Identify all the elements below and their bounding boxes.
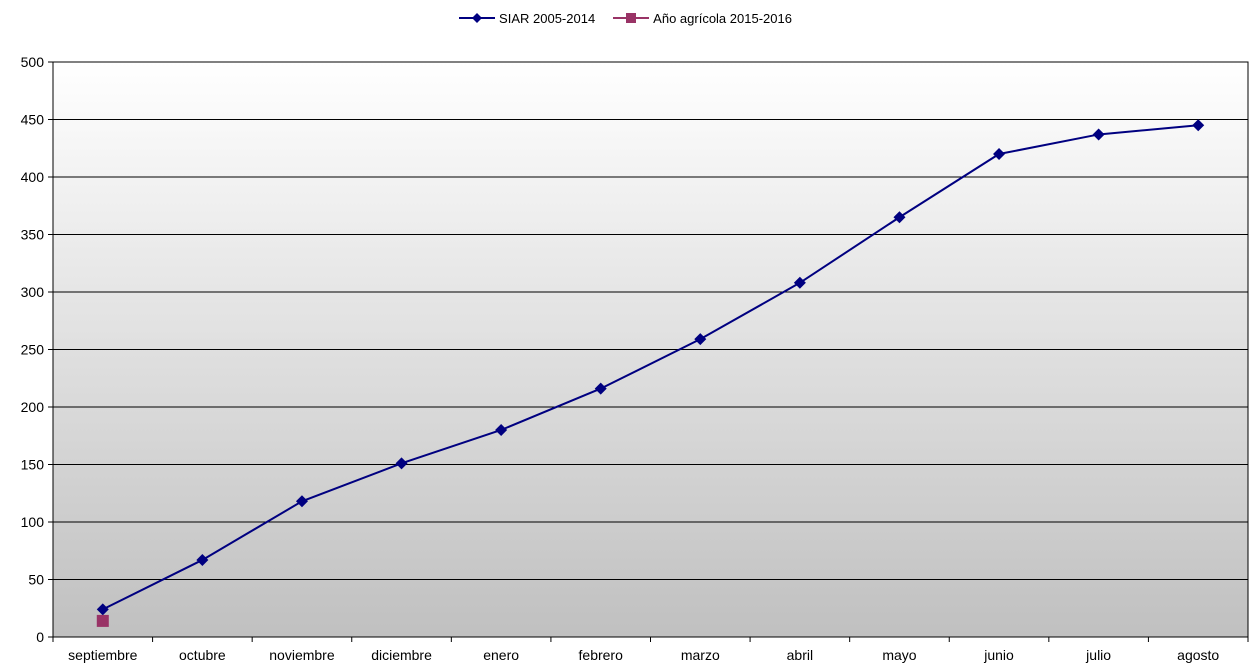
x-tick-label-agosto: agosto [1177, 647, 1219, 663]
y-tick-label: 100 [21, 514, 45, 530]
x-tick-label-enero: enero [483, 647, 519, 663]
x-tick-label-octubre: octubre [179, 647, 226, 663]
y-axis: 0 50 100 150 200 250 300 350 400 450 500 [21, 54, 54, 645]
x-axis: septiembre octubre noviembre diciembre enero… [52, 636, 1249, 663]
x-tick-label-marzo: marzo [681, 647, 720, 663]
x-tick-label-abril: abril [787, 647, 813, 663]
legend-item-agricola: Año agrícola 2015-2016 [613, 11, 792, 26]
x-tick-label-junio: junio [983, 647, 1014, 663]
y-tick-label: 50 [28, 572, 44, 588]
data-point-julio [1092, 128, 1105, 141]
x-tick-label-septiembre: septiembre [68, 647, 137, 663]
data-point-diciembre [395, 457, 408, 470]
y-tick-label: 400 [21, 169, 45, 185]
y-tick-label: 300 [21, 284, 45, 300]
y-tick-label: 500 [21, 54, 45, 70]
series-line-0 [102, 124, 1199, 611]
square-line-icon [613, 13, 650, 23]
chart-legend: SIAR 2005-2014 Año agrícola 2015-2016 [0, 8, 1251, 28]
legend-item-siar: SIAR 2005-2014 [459, 11, 595, 26]
data-point-enero [495, 424, 508, 436]
x-tick-label-julio: julio [1085, 647, 1111, 663]
legend-label-siar: SIAR 2005-2014 [499, 10, 596, 26]
diamond-line-icon [459, 13, 496, 23]
series-0 [96, 119, 1205, 616]
data-point-marzo [694, 333, 707, 346]
y-tick-label: 350 [21, 227, 45, 243]
x-tick-label-diciembre: diciembre [371, 647, 432, 663]
data-point-septiembre [96, 614, 109, 627]
data-point-febrero [594, 382, 607, 395]
x-tick-label-noviembre: noviembre [269, 647, 335, 663]
series-1 [96, 614, 109, 627]
data-point-noviembre [295, 495, 308, 508]
y-tick-label: 150 [21, 457, 45, 473]
x-tick-label-febrero: febrero [579, 647, 624, 663]
data-point-abril [793, 276, 806, 289]
data-point-octubre [196, 553, 209, 566]
data-point-agosto [1192, 119, 1205, 132]
data-point-septiembre [96, 603, 109, 616]
data-point-mayo [893, 211, 906, 224]
y-tick-label: 0 [36, 629, 44, 645]
legend-label-agricola: Año agrícola 2015-2016 [653, 10, 792, 26]
y-tick-label: 200 [21, 399, 45, 415]
y-tick-label: 450 [21, 112, 45, 128]
data-point-junio [993, 148, 1006, 160]
series-layer [96, 119, 1205, 627]
y-tick-label: 250 [21, 342, 45, 358]
x-tick-label-mayo: mayo [882, 647, 916, 663]
